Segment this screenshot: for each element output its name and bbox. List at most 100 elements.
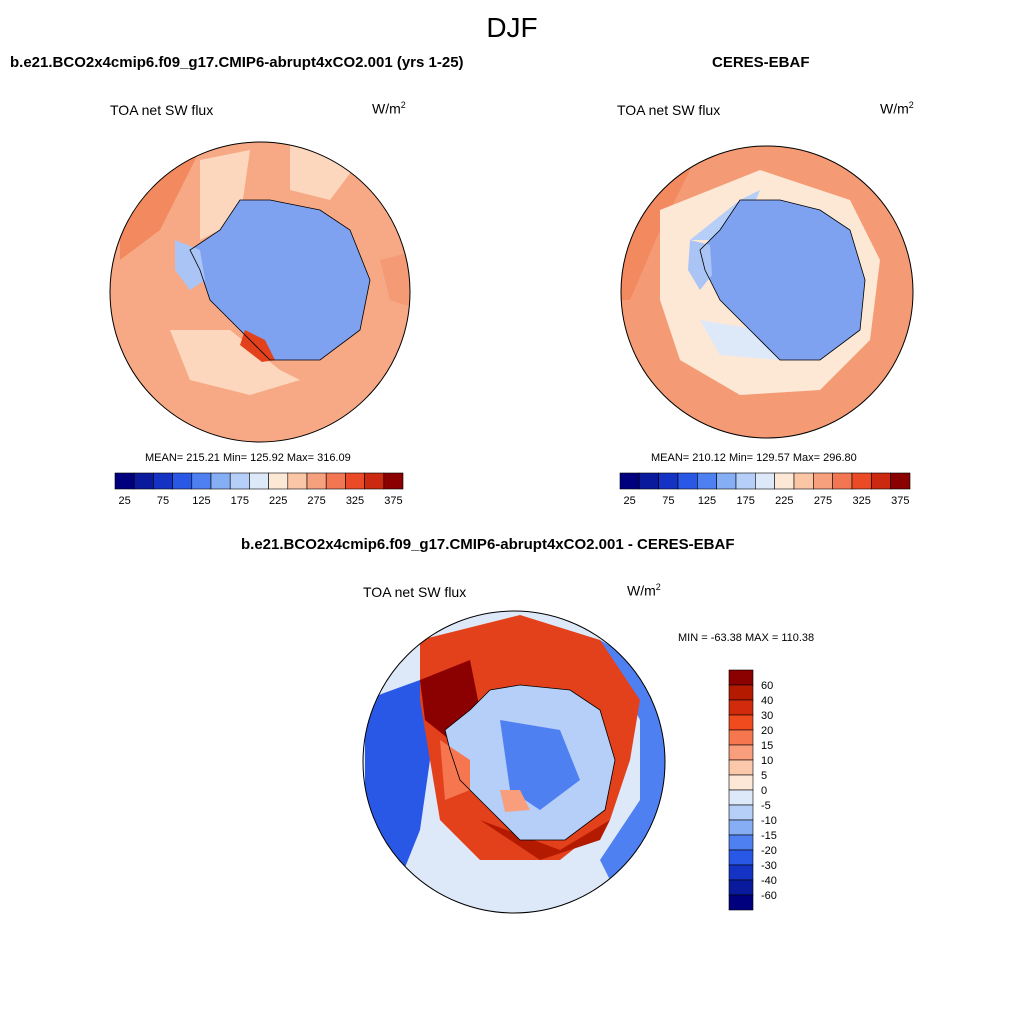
panel-1-units: W/m2 [372, 100, 406, 117]
colorbar-ceres-swatch [677, 472, 698, 490]
colorbar-ceres-swatch [716, 472, 737, 490]
colorbar-difference-swatch [728, 879, 754, 896]
colorbar-difference-swatch [728, 894, 754, 911]
panel-1-variable-label: TOA net SW flux [110, 102, 214, 118]
colorbar-model-swatch [306, 472, 327, 490]
colorbar-model-tick-label: 375 [384, 495, 402, 507]
colorbar-model-swatch [249, 472, 269, 490]
colorbar-model-swatch [287, 472, 308, 490]
colorbar-difference: 60 40 30 20 15 10 5 0 -5 -10 -15 -20 -30 -40 -60 [728, 669, 777, 911]
colorbar-model-swatch [133, 472, 154, 490]
map-model-border [109, 141, 411, 443]
colorbar-ceres-swatch [619, 472, 640, 490]
colorbar-ceres-tick-label: 175 [736, 495, 754, 507]
panel-1-title: b.e21.BCO2x4cmip6.f09_g17.CMIP6-abrupt4x… [10, 54, 464, 71]
colorbar-difference-tick-label: -20 [761, 845, 777, 857]
colorbar-model-tick-label: 175 [231, 495, 249, 507]
colorbar-difference-swatch [728, 804, 754, 821]
colorbar-difference-swatch [728, 849, 754, 866]
colorbar-difference-swatch [728, 744, 754, 761]
colorbar-ceres-swatch [774, 472, 795, 490]
colorbar-difference-tick-label: 30 [761, 710, 773, 722]
colorbar-ceres-swatch [697, 472, 717, 490]
colorbar-model-swatch [114, 472, 135, 490]
colorbar-model-swatch [191, 472, 212, 490]
map-ceres [621, 146, 913, 438]
panel-3-title: b.e21.BCO2x4cmip6.f09_g17.CMIP6-abrupt4x… [241, 536, 735, 553]
colorbar-difference-swatch [728, 819, 754, 836]
colorbar-difference-swatch [728, 684, 754, 701]
colorbar-ceres-tick-label: 275 [814, 495, 832, 507]
colorbar-difference-tick-label: 0 [761, 785, 767, 797]
colorbar-model: 25 75 125 175 225 275 325 375 [114, 472, 404, 507]
colorbar-difference-tick-label: -5 [761, 800, 771, 812]
panel-2-units: W/m2 [880, 100, 914, 117]
colorbar-model-swatch [383, 472, 404, 490]
panel-1-stats: MEAN= 215.21 Min= 125.92 Max= 316.09 [145, 452, 351, 464]
colorbar-model-swatch [172, 472, 193, 490]
colorbar-difference-swatch [728, 789, 754, 806]
colorbar-difference-swatch [728, 669, 754, 686]
panel-3-stats: MIN = -63.38 MAX = 110.38 [678, 632, 815, 644]
colorbar-difference-tick-label: -10 [761, 815, 777, 827]
panel-2-stats: MEAN= 210.12 Min= 129.57 Max= 296.80 [651, 452, 857, 464]
map-difference [363, 611, 665, 913]
figure-title: DJF [486, 12, 538, 43]
colorbar-model-tick-label: 325 [346, 495, 364, 507]
colorbar-ceres-swatch [658, 472, 679, 490]
colorbar-ceres: 25 75 125 175 225 275 325 375 [619, 472, 911, 507]
colorbar-ceres-swatch [813, 472, 833, 490]
colorbar-ceres-tick-label: 25 [624, 495, 636, 507]
colorbar-model-tick-label: 75 [157, 495, 169, 507]
panel-3-units: W/m2 [627, 582, 661, 599]
colorbar-ceres-swatch [890, 472, 911, 490]
colorbar-ceres-swatch [735, 472, 756, 490]
colorbar-ceres-tick-label: 325 [852, 495, 870, 507]
colorbar-difference-tick-label: 40 [761, 695, 773, 707]
colorbar-difference-swatch [728, 759, 754, 776]
colorbar-model-swatch [268, 472, 289, 490]
colorbar-model-tick-label: 225 [269, 495, 287, 507]
panel-2-variable-label: TOA net SW flux [617, 102, 721, 118]
colorbar-ceres-swatch [851, 472, 872, 490]
colorbar-ceres-tick-label: 375 [891, 495, 909, 507]
colorbar-difference-tick-label: -30 [761, 860, 777, 872]
map-difference-coastline [444, 684, 616, 841]
colorbar-difference-tick-label: -15 [761, 830, 777, 842]
colorbar-model-tick-label: 125 [192, 495, 210, 507]
colorbar-difference-tick-label: 20 [761, 725, 773, 737]
colorbar-model-swatch [153, 472, 173, 490]
colorbar-difference-tick-label: -60 [761, 890, 777, 902]
colorbar-ceres-tick-label: 75 [662, 495, 674, 507]
colorbar-model-tick-label: 275 [307, 495, 325, 507]
colorbar-ceres-tick-label: 125 [698, 495, 716, 507]
map-difference-border [362, 610, 666, 914]
colorbar-difference-swatch [728, 714, 754, 731]
map-ceres-coastline [699, 199, 866, 361]
colorbar-difference-swatch [728, 774, 754, 791]
colorbar-difference-tick-label: -40 [761, 875, 777, 887]
colorbar-ceres-swatch [871, 472, 891, 490]
colorbar-ceres-tick-label: 225 [775, 495, 793, 507]
colorbar-model-swatch [210, 472, 231, 490]
colorbar-model-swatch [229, 472, 250, 490]
colorbar-ceres-swatch [639, 472, 659, 490]
colorbar-ceres-swatch [832, 472, 853, 490]
colorbar-difference-tick-label: 10 [761, 755, 773, 767]
colorbar-model-tick-label: 25 [118, 495, 130, 507]
colorbar-difference-swatch [728, 699, 754, 716]
map-model [110, 142, 410, 442]
colorbar-model-swatch [364, 472, 385, 490]
colorbar-difference-tick-label: 15 [761, 740, 773, 752]
colorbar-difference-tick-label: 5 [761, 770, 767, 782]
colorbar-ceres-swatch [793, 472, 814, 490]
colorbar-model-swatch [325, 472, 346, 490]
colorbar-ceres-swatch [755, 472, 775, 490]
panel-3-variable-label: TOA net SW flux [363, 584, 467, 600]
colorbar-model-swatch [345, 472, 365, 490]
map-ceres-border [620, 145, 914, 439]
colorbar-difference-swatch [728, 729, 754, 746]
map-model-coastline [189, 199, 371, 361]
panel-2-title: CERES-EBAF [712, 54, 810, 71]
